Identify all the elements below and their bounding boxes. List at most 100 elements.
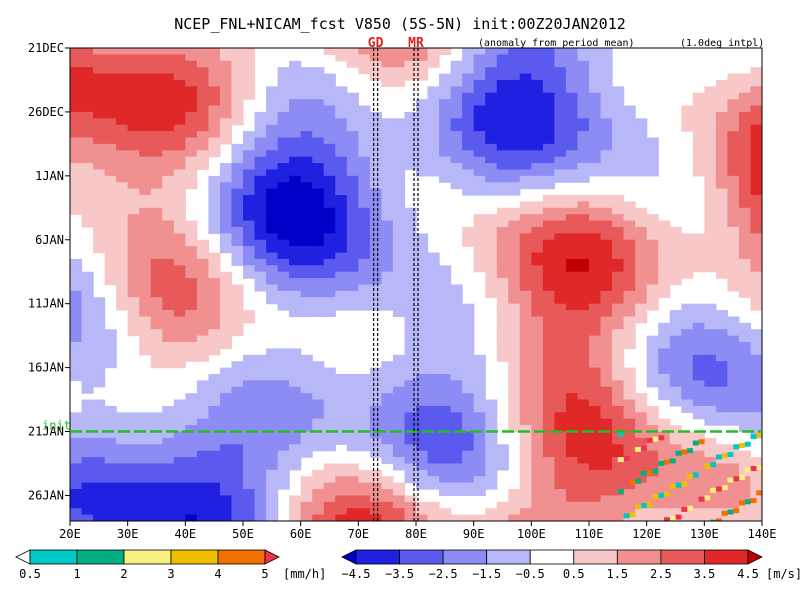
anomaly-cell (219, 444, 233, 452)
anomaly-cell (369, 233, 382, 241)
anomaly-cell (519, 156, 532, 164)
anomaly-cell (727, 252, 740, 260)
x-tick-label: 100E (517, 527, 546, 541)
anomaly-cell (335, 188, 348, 196)
anomaly-cell (369, 425, 382, 433)
anomaly-cell (416, 278, 429, 286)
anomaly-cell (243, 67, 256, 75)
anomaly-cell (219, 246, 233, 254)
anomaly-cell (196, 111, 209, 119)
anomaly-cell (577, 252, 590, 260)
anomaly-cell (450, 373, 463, 381)
anomaly-cell (646, 335, 659, 343)
anomaly-cell (335, 431, 348, 439)
anomaly-cell (369, 60, 382, 68)
anomaly-cell (93, 73, 106, 81)
anomaly-cell (381, 54, 394, 62)
anomaly-cell (450, 489, 463, 497)
anomaly-cell (427, 380, 440, 388)
anomaly-cell (369, 195, 382, 202)
anomaly-cell (750, 348, 762, 356)
anomaly-cell (589, 233, 602, 241)
anomaly-cell (116, 271, 129, 279)
anomaly-cell (531, 386, 544, 394)
anomaly-cell (346, 220, 359, 228)
anomaly-cell (519, 233, 532, 241)
anomaly-cell (450, 335, 463, 343)
anomaly-cell (335, 399, 348, 407)
anomaly-cell (565, 514, 579, 521)
anomaly-cell (369, 188, 382, 196)
anomaly-cell (243, 508, 256, 516)
anomaly-cell (104, 207, 117, 215)
anomaly-cell (612, 214, 625, 222)
anomaly-cell (738, 361, 752, 369)
anomaly-cell (669, 367, 682, 375)
anomaly-cell (173, 156, 186, 164)
anomaly-cell (450, 105, 463, 113)
anomaly-cell (139, 316, 152, 324)
anomaly-cell (358, 386, 371, 394)
anomaly-cell (589, 220, 602, 228)
anomaly-cell (612, 99, 625, 107)
anomaly-cell (139, 335, 152, 343)
anomaly-cell (589, 367, 602, 375)
anomaly-cell (542, 386, 555, 394)
anomaly-cell (381, 437, 394, 445)
anomaly-cell (254, 278, 267, 286)
anomaly-cell (219, 169, 233, 177)
anomaly-cell (208, 79, 221, 87)
anomaly-cell (715, 501, 728, 509)
x-tick-label: 30E (117, 527, 139, 541)
anomaly-cell (219, 495, 233, 503)
anomaly-cell (404, 425, 417, 433)
anomaly-cell (196, 393, 209, 401)
anomaly-cell (727, 150, 740, 158)
anomaly-cell (81, 495, 94, 503)
anomaly-cell (450, 348, 463, 356)
anomaly-cell (254, 469, 267, 477)
anomaly-cell (404, 373, 417, 381)
anomaly-cell (289, 258, 302, 266)
anomaly-cell (70, 67, 83, 75)
anomaly-cell (681, 252, 694, 260)
anomaly-cell (531, 156, 544, 164)
anomaly-cell (577, 258, 590, 266)
anomaly-cell (450, 380, 463, 388)
anomaly-cell (312, 182, 325, 190)
rain-cell (687, 473, 693, 479)
anomaly-cell (704, 182, 717, 190)
anomaly-cell (658, 373, 671, 381)
anomaly-cell (704, 226, 717, 234)
anomaly-cell (150, 252, 163, 260)
anomaly-cell (323, 105, 336, 113)
anomaly-cell (369, 501, 382, 509)
anomaly-cell (589, 271, 602, 279)
anomaly-cell (646, 297, 659, 305)
anomaly-cell (727, 156, 740, 164)
anomaly-cell (439, 361, 452, 369)
anomaly-cell (208, 482, 221, 490)
anomaly-cell (381, 67, 394, 75)
anomaly-cell (185, 92, 198, 100)
anomaly-cell (70, 163, 83, 171)
anomaly-cell (150, 361, 163, 369)
anomaly-cell (254, 182, 267, 190)
anomaly-cell (508, 501, 521, 509)
anomaly-cell (196, 457, 209, 465)
anomaly-cell (727, 405, 740, 413)
anomaly-cell (196, 482, 209, 490)
anomaly-cell (312, 188, 325, 196)
anomaly-cell (727, 271, 740, 279)
anomaly-cell (554, 195, 567, 202)
anomaly-cell (485, 437, 498, 445)
anomaly-cell (519, 444, 532, 452)
anomaly-cell (646, 290, 659, 298)
anomaly-cell (173, 501, 186, 509)
anomaly-cell (508, 92, 521, 100)
anomaly-cell (254, 163, 267, 171)
anomaly-cell (162, 150, 175, 158)
anomaly-cell (450, 131, 463, 139)
anomaly-cell (127, 284, 140, 292)
anomaly-cell (565, 329, 579, 337)
